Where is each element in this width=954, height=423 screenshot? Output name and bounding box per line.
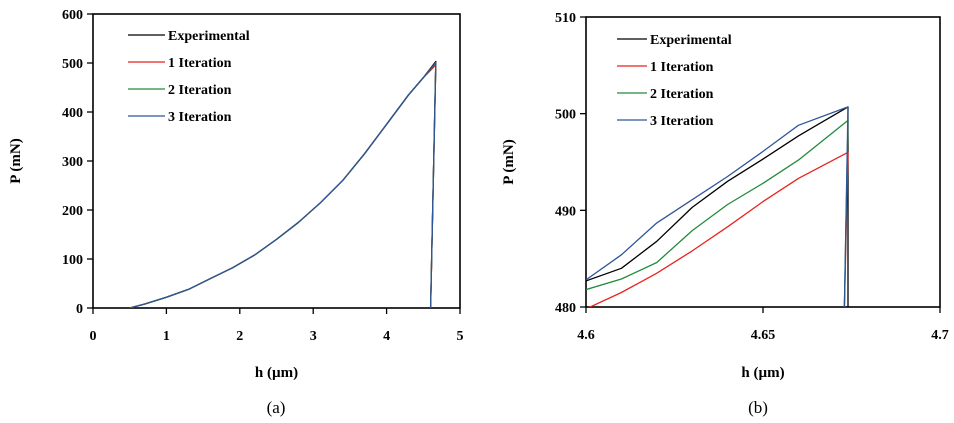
y-tick-label: 300 <box>62 155 83 170</box>
legend-label: 1 Iteration <box>650 60 714 75</box>
y-tick-label: 0 <box>76 302 83 317</box>
x-tick-label: 1 <box>163 329 170 344</box>
legend: Experimental 1 Iteration 2 Iteration 3 Iter… <box>617 33 732 129</box>
series-line-1-iteration <box>129 64 437 308</box>
series-line-2-iteration <box>586 119 849 307</box>
legend-label: Experimental <box>650 33 732 48</box>
y-tick-label: 480 <box>555 301 576 316</box>
x-tick-label: 2 <box>236 329 243 344</box>
y-tick-label: 500 <box>555 108 576 123</box>
y-tick-label: 100 <box>62 253 83 268</box>
series-line-3-iteration <box>586 106 849 307</box>
legend-label: 2 Iteration <box>168 83 232 98</box>
legend-label: 3 Iteration <box>650 114 714 129</box>
legend: Experimental 1 Iteration 2 Iteration 3 Iter… <box>128 29 250 125</box>
chart-b: 480 490 500 510 4.6 4.65 4.7 h (µm) P (mN) (b) Exp… <box>501 11 949 417</box>
legend-label: 3 Iteration <box>168 110 232 125</box>
chart-a: 0 100 200 300 400 500 600 0 1 2 3 4 5 h (µm) P (mN) (a)… <box>8 8 464 417</box>
x-tick-label: 4.6 <box>577 328 595 343</box>
x-tick-label: 4 <box>383 329 390 344</box>
y-tick-label: 490 <box>555 204 576 219</box>
y-tick-label: 200 <box>62 204 83 219</box>
x-axis-label: h (µm) <box>741 365 784 381</box>
y-tick-label: 600 <box>62 8 83 23</box>
x-tick-label: 4.7 <box>931 328 949 343</box>
plot-frame <box>585 16 941 308</box>
y-axis-label: P (mN) <box>501 139 517 184</box>
legend-label: Experimental <box>168 29 250 44</box>
series-line-3-iteration <box>129 61 437 308</box>
series-line-1-iteration <box>588 151 849 307</box>
series-line-2-iteration <box>129 62 437 308</box>
y-tick-label: 500 <box>62 57 83 72</box>
y-tick-label: 400 <box>62 106 83 121</box>
y-axis-label: P (mN) <box>8 138 24 183</box>
series-line-experimental <box>129 60 437 308</box>
x-tick-label: 3 <box>310 329 317 344</box>
x-axis-label: h (µm) <box>255 365 298 381</box>
figure-caption: (a) <box>267 398 286 417</box>
x-tick-label: 5 <box>457 329 464 344</box>
legend-label: 2 Iteration <box>650 87 714 102</box>
plot-frame <box>92 13 461 309</box>
x-tick-label: 4.65 <box>751 328 776 343</box>
series-line-experimental <box>586 106 849 307</box>
x-tick-label: 0 <box>90 329 97 344</box>
y-tick-label: 510 <box>555 11 576 26</box>
legend-label: 1 Iteration <box>168 56 232 71</box>
figure-caption: (b) <box>748 398 768 417</box>
